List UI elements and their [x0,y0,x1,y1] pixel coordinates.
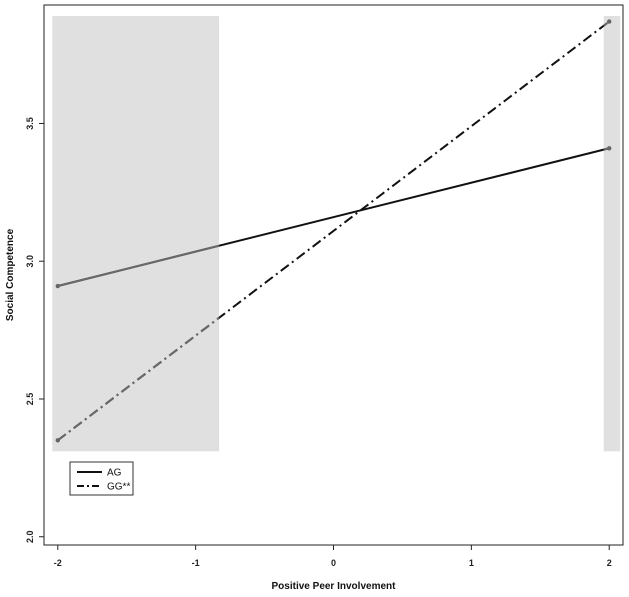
data-point-ag-1 [55,283,60,289]
series-lines [55,19,612,443]
y-tick-label: 2.0 [25,530,35,543]
y-axis-ticks: 2.0 2.5 3.0 3.5 [25,117,44,543]
y-tick-label: 3.5 [25,117,35,130]
shaded-region-1 [52,16,220,452]
data-point-ag-2 [607,146,612,151]
legend: AG GG** [69,461,134,496]
x-tick-label: -2 [54,558,62,568]
legend-label-ag: AG [107,468,122,479]
data-point-gg-2 [607,19,612,24]
data-point-gg-1 [55,438,60,443]
shaded-region-2 [603,16,621,452]
legend-items: AG GG** [77,468,130,493]
legend-label-gg: GG** [107,482,130,493]
x-tick-label: 0 [331,558,336,568]
x-axis-title: Positive Peer Involvement [272,581,397,592]
legend-box [69,461,134,496]
y-tick-label: 3.0 [25,255,35,268]
x-tick-label: -1 [192,558,200,568]
x-axis-ticks: -2 -1 0 1 2 [54,545,612,568]
x-tick-label: 1 [469,558,474,568]
shaded-regions [52,16,621,452]
y-tick-label: 2.5 [25,393,35,406]
x-tick-label: 2 [607,558,612,568]
y-axis-title: Social Competence [5,228,16,321]
